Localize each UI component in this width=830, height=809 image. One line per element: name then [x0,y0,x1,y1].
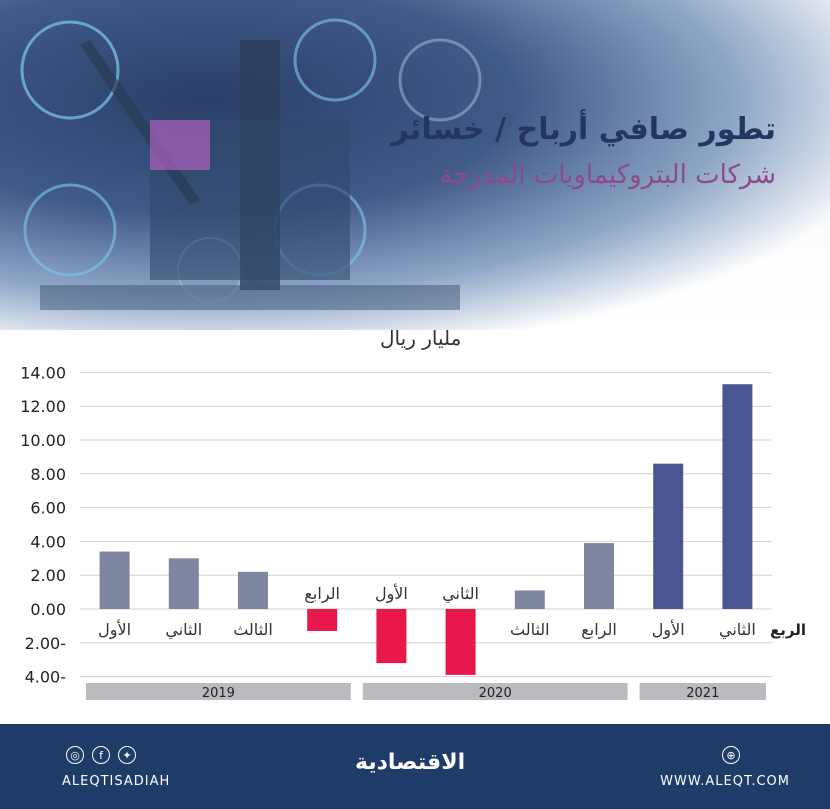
category-label: الثالث [510,620,550,639]
instagram-icon[interactable]: ◎ [66,746,84,764]
bar [514,590,545,609]
year-label: 2020 [479,686,512,701]
social-handle: ALEQTISADIAH [62,774,171,789]
bar [307,609,338,631]
header-illustration [0,0,830,330]
category-label: الثاني [442,584,479,604]
y-tick-label: 2.00 [30,566,66,585]
unit-label: مليار ريال [380,326,462,350]
twitter-icon[interactable]: ✦ [118,746,136,764]
year-band [362,683,628,700]
y-tick-label: 4.00- [25,668,66,687]
bar [445,609,476,675]
bar [376,609,407,664]
bar [168,558,199,609]
category-label: الثاني [719,620,756,640]
y-tick-label: 4.00 [30,532,66,551]
category-label: الرابع [304,584,340,604]
bar [653,463,684,609]
website-url[interactable]: WWW.ALEQT.COM [660,774,790,789]
year-band [86,683,351,700]
year-label: 2019 [202,686,235,701]
bar [238,571,268,609]
category-label: الأول [98,619,131,640]
y-tick-label: 8.00 [30,465,66,484]
category-label: الأول [652,619,685,640]
x-axis-label: الربع [770,621,806,639]
brand-logo: الاقتصادية [355,750,466,775]
y-tick-label: 6.00 [30,499,66,518]
category-label: الرابع [581,620,617,640]
category-label: الأول [375,583,408,604]
bar [99,551,130,609]
y-tick-label: 10.00 [20,431,66,450]
y-tick-label: 12.00 [20,397,66,416]
footer-bar [0,724,830,809]
year-label: 2021 [686,686,719,701]
industrial-illustration [20,18,482,310]
chart-subtitle: شركات البتروكيماويات المدرجة [439,160,776,190]
bar [584,543,614,609]
y-tick-label: 2.00- [25,634,66,653]
y-tick-label: 14.00 [20,363,66,382]
bar [722,384,753,609]
chart-title: تطور صافي أرباح / خسائر [391,112,776,147]
bar-chart: 4.00- 2.00- 0.00 2.00 4.00 6.00 8.00 10.00 12.00… [20,363,806,701]
category-label: الثالث [233,620,273,639]
facebook-icon[interactable]: f [92,746,110,764]
category-label: الثاني [165,620,202,640]
website-icon[interactable]: ⊕ [722,746,740,764]
year-band [639,683,766,700]
y-tick-label: 0.00 [30,600,66,619]
